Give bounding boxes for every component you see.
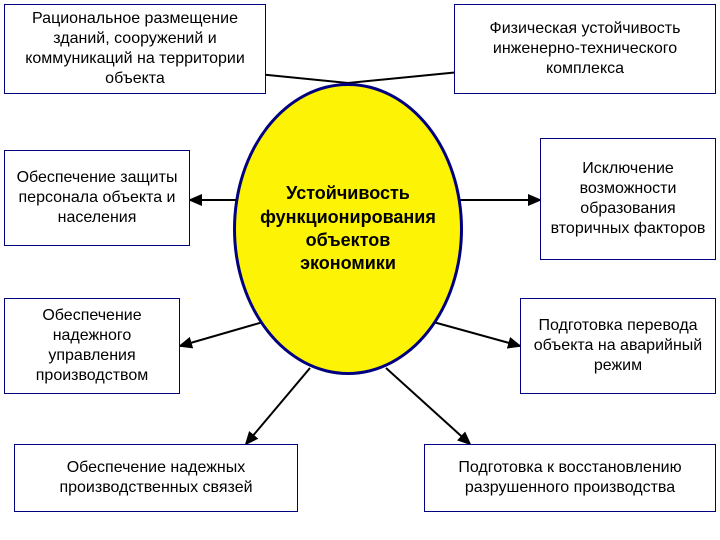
box-top-left-text: Рациональное размещение зданий, сооружен… [13, 9, 257, 89]
box-bottom-left: Обеспечение надежных производственных св… [14, 444, 298, 512]
central-ellipse: Устойчивость функционирования объектов э… [233, 83, 463, 375]
box-mid-right-text: Исключение возможности образования втори… [549, 159, 707, 239]
box-mid-left-text: Обеспечение защиты персонала объекта и н… [13, 168, 181, 228]
central-text: Устойчивость функционирования объектов э… [256, 182, 440, 276]
box-bottom-right-text: Подготовка к восстановлению разрушенного… [433, 458, 707, 498]
box-low-left: Обеспечение надежного управления произво… [4, 298, 180, 394]
box-low-right: Подготовка перевода объекта на аварийный… [520, 298, 716, 394]
box-top-left: Рациональное размещение зданий, сооружен… [4, 4, 266, 94]
box-bottom-right: Подготовка к восстановлению разрушенного… [424, 444, 716, 512]
box-top-right: Физическая устойчивость инженерно-технич… [454, 4, 716, 94]
box-bottom-left-text: Обеспечение надежных производственных св… [23, 458, 289, 498]
box-low-right-text: Подготовка перевода объекта на аварийный… [529, 316, 707, 376]
box-mid-left: Обеспечение защиты персонала объекта и н… [4, 150, 190, 246]
box-mid-right: Исключение возможности образования втори… [540, 138, 716, 260]
box-low-left-text: Обеспечение надежного управления произво… [13, 306, 171, 386]
box-top-right-text: Физическая устойчивость инженерно-технич… [463, 19, 707, 79]
